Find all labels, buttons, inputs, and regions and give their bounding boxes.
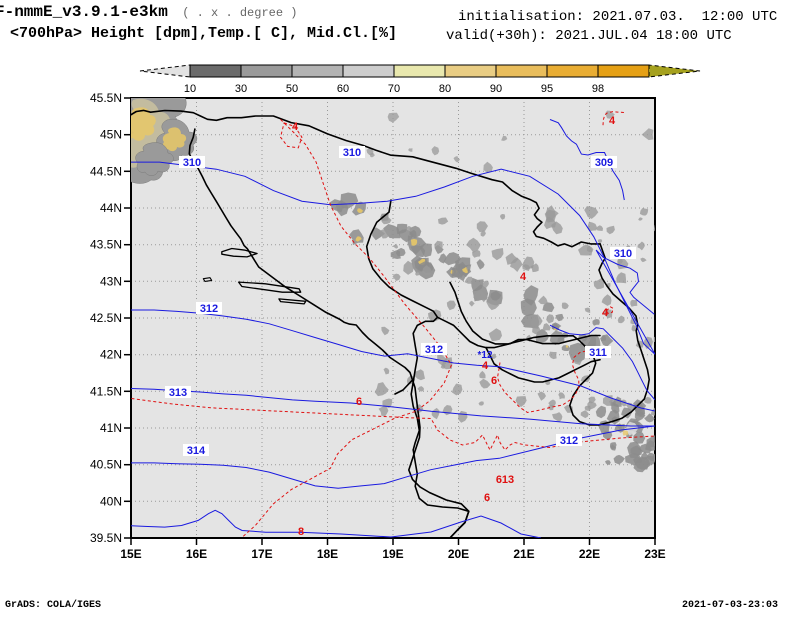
svg-text:95: 95 — [541, 83, 553, 95]
svg-text:10: 10 — [184, 83, 196, 95]
svg-text:50: 50 — [286, 83, 298, 95]
svg-text:80: 80 — [439, 83, 451, 95]
svg-text:30: 30 — [235, 83, 247, 95]
svg-text:60: 60 — [337, 83, 349, 95]
svg-text:98: 98 — [592, 83, 604, 95]
svg-text:90: 90 — [490, 83, 502, 95]
svg-text:70: 70 — [388, 83, 400, 95]
